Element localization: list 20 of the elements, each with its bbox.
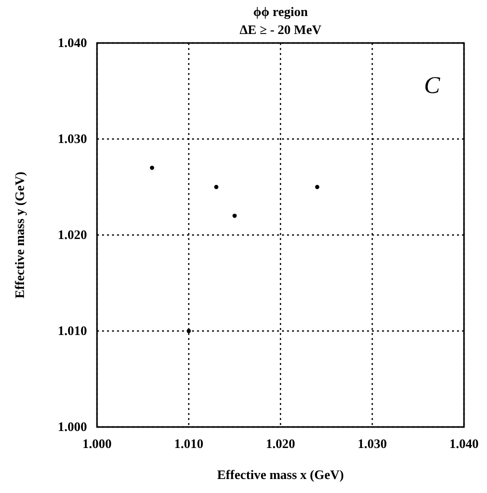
point <box>150 166 154 170</box>
y-tick-label: 1.000 <box>58 419 87 434</box>
point <box>232 214 237 218</box>
y-tick-label: 1.030 <box>58 131 87 146</box>
x-tick-label: 1.000 <box>82 436 112 452</box>
x-tick-label: 1.020 <box>266 436 296 452</box>
point <box>214 184 218 190</box>
x-axis-title: Effective mass x (GeV) <box>217 467 344 482</box>
annotation: C <box>424 73 441 99</box>
y-tick-label: 1.010 <box>58 323 87 338</box>
y-tick-label: 1.040 <box>58 35 87 50</box>
x-tick-label: 1.030 <box>358 436 387 452</box>
chart-subtitle: ΔE ≥ - 20 MeV <box>240 22 322 37</box>
chart-title: ϕϕ region <box>253 4 309 19</box>
x-tick-label: 1.040 <box>449 436 479 452</box>
x-tick-label: 1.010 <box>174 436 204 452</box>
y-axis-title: Effective mass y (GeV) <box>12 172 27 298</box>
point <box>315 184 320 190</box>
y-tick-label: 1.020 <box>58 227 87 242</box>
point <box>186 328 191 334</box>
